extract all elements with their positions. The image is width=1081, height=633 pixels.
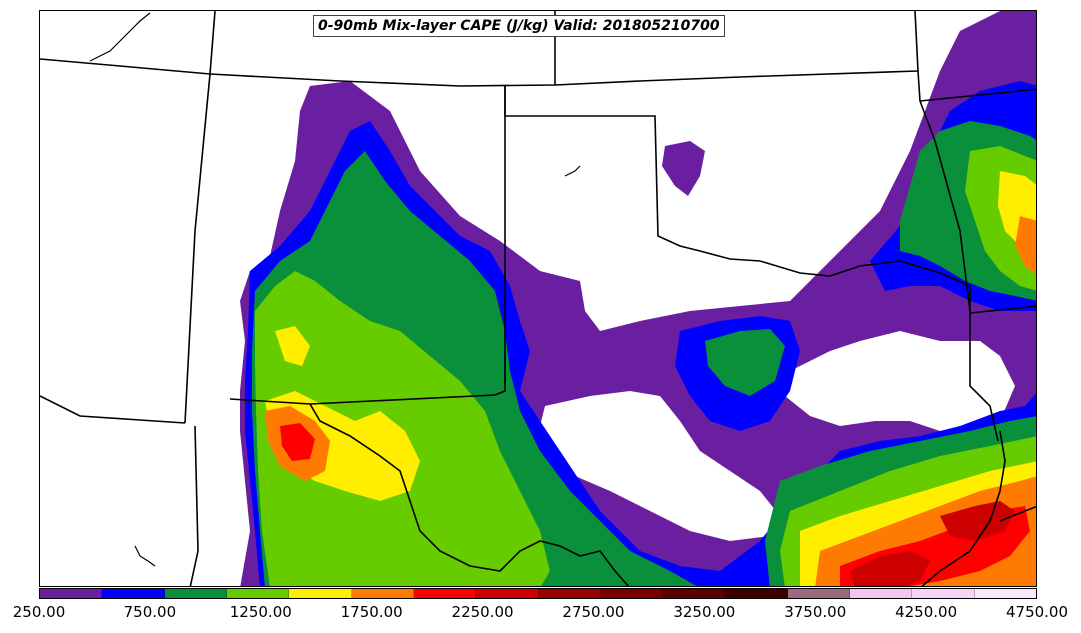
colorbar-tick-label: 1250.00: [229, 603, 292, 621]
colorbar-segment: [40, 589, 103, 598]
darkred-south: [850, 551, 930, 586]
colorbar-tick-label: 3750.00: [784, 603, 847, 621]
colorbar-segment: [226, 589, 290, 598]
colorbar: [39, 588, 1037, 599]
border-west-line: [184, 11, 216, 424]
green-central: [705, 329, 785, 396]
border-ne-vert: [914, 11, 971, 312]
border-east-ne: [919, 88, 1036, 102]
cape-layer-2000: [850, 501, 1015, 586]
border-coast-east: [999, 505, 1036, 522]
border-rio: [309, 403, 630, 586]
colorbar-segment: [164, 589, 227, 598]
colorbar-tick-label: 4750.00: [1005, 603, 1069, 621]
colorbar-tick-label: 2250.00: [451, 603, 514, 621]
colorbar-segment: [289, 589, 352, 598]
red-west: [280, 423, 315, 461]
border-nm-south: [40, 395, 186, 424]
colorbar-segment: [912, 589, 975, 598]
border-nm-tx: [229, 85, 506, 405]
colorbar-segment: [351, 589, 414, 598]
colorbar-segment: [663, 589, 726, 598]
colorbar-tick-label: 1750.00: [340, 603, 403, 621]
orange-ne: [1015, 216, 1036, 275]
map-frame: [39, 10, 1037, 587]
lake-small: [564, 165, 581, 177]
lime-west: [255, 271, 550, 586]
colorbar-segment: [974, 589, 1036, 598]
colorbar-segment: [725, 589, 788, 598]
colorbar-tick-label: 4250.00: [895, 603, 958, 621]
colorbar-tick-label: 250.00: [12, 603, 66, 621]
colorbar-segment: [476, 589, 539, 598]
lake-sw: [134, 545, 156, 567]
map-title: 0-90mb Mix-layer CAPE (J/kg) Valid: 2018…: [313, 15, 725, 37]
colorbar-segment: [102, 589, 165, 598]
colorbar-tick-label: 3250.00: [673, 603, 736, 621]
colorbar-segment: [850, 589, 913, 598]
colorbar-segment: [413, 589, 477, 598]
border-panhandle: [504, 85, 999, 442]
border-north: [40, 58, 919, 87]
cape-map: [40, 11, 1036, 586]
border-coast: [921, 430, 1006, 586]
water-features: [89, 12, 581, 567]
colorbar-segment: [538, 589, 601, 598]
clear-east: [785, 331, 1015, 431]
state-borders: [40, 11, 1036, 586]
yellow-north: [275, 326, 310, 366]
border-east-mid: [969, 305, 1036, 314]
darkred-se: [940, 501, 1015, 541]
purple-patch-north: [662, 141, 705, 196]
colorbar-segment: [600, 589, 664, 598]
colorbar-tick-label: 2750.00: [562, 603, 625, 621]
colorbar-segment: [787, 589, 851, 598]
colorbar-tick-label: 750.00: [123, 603, 177, 621]
border-nm-west: [189, 425, 199, 586]
clear-texas: [540, 391, 780, 541]
lake-north: [89, 12, 151, 62]
